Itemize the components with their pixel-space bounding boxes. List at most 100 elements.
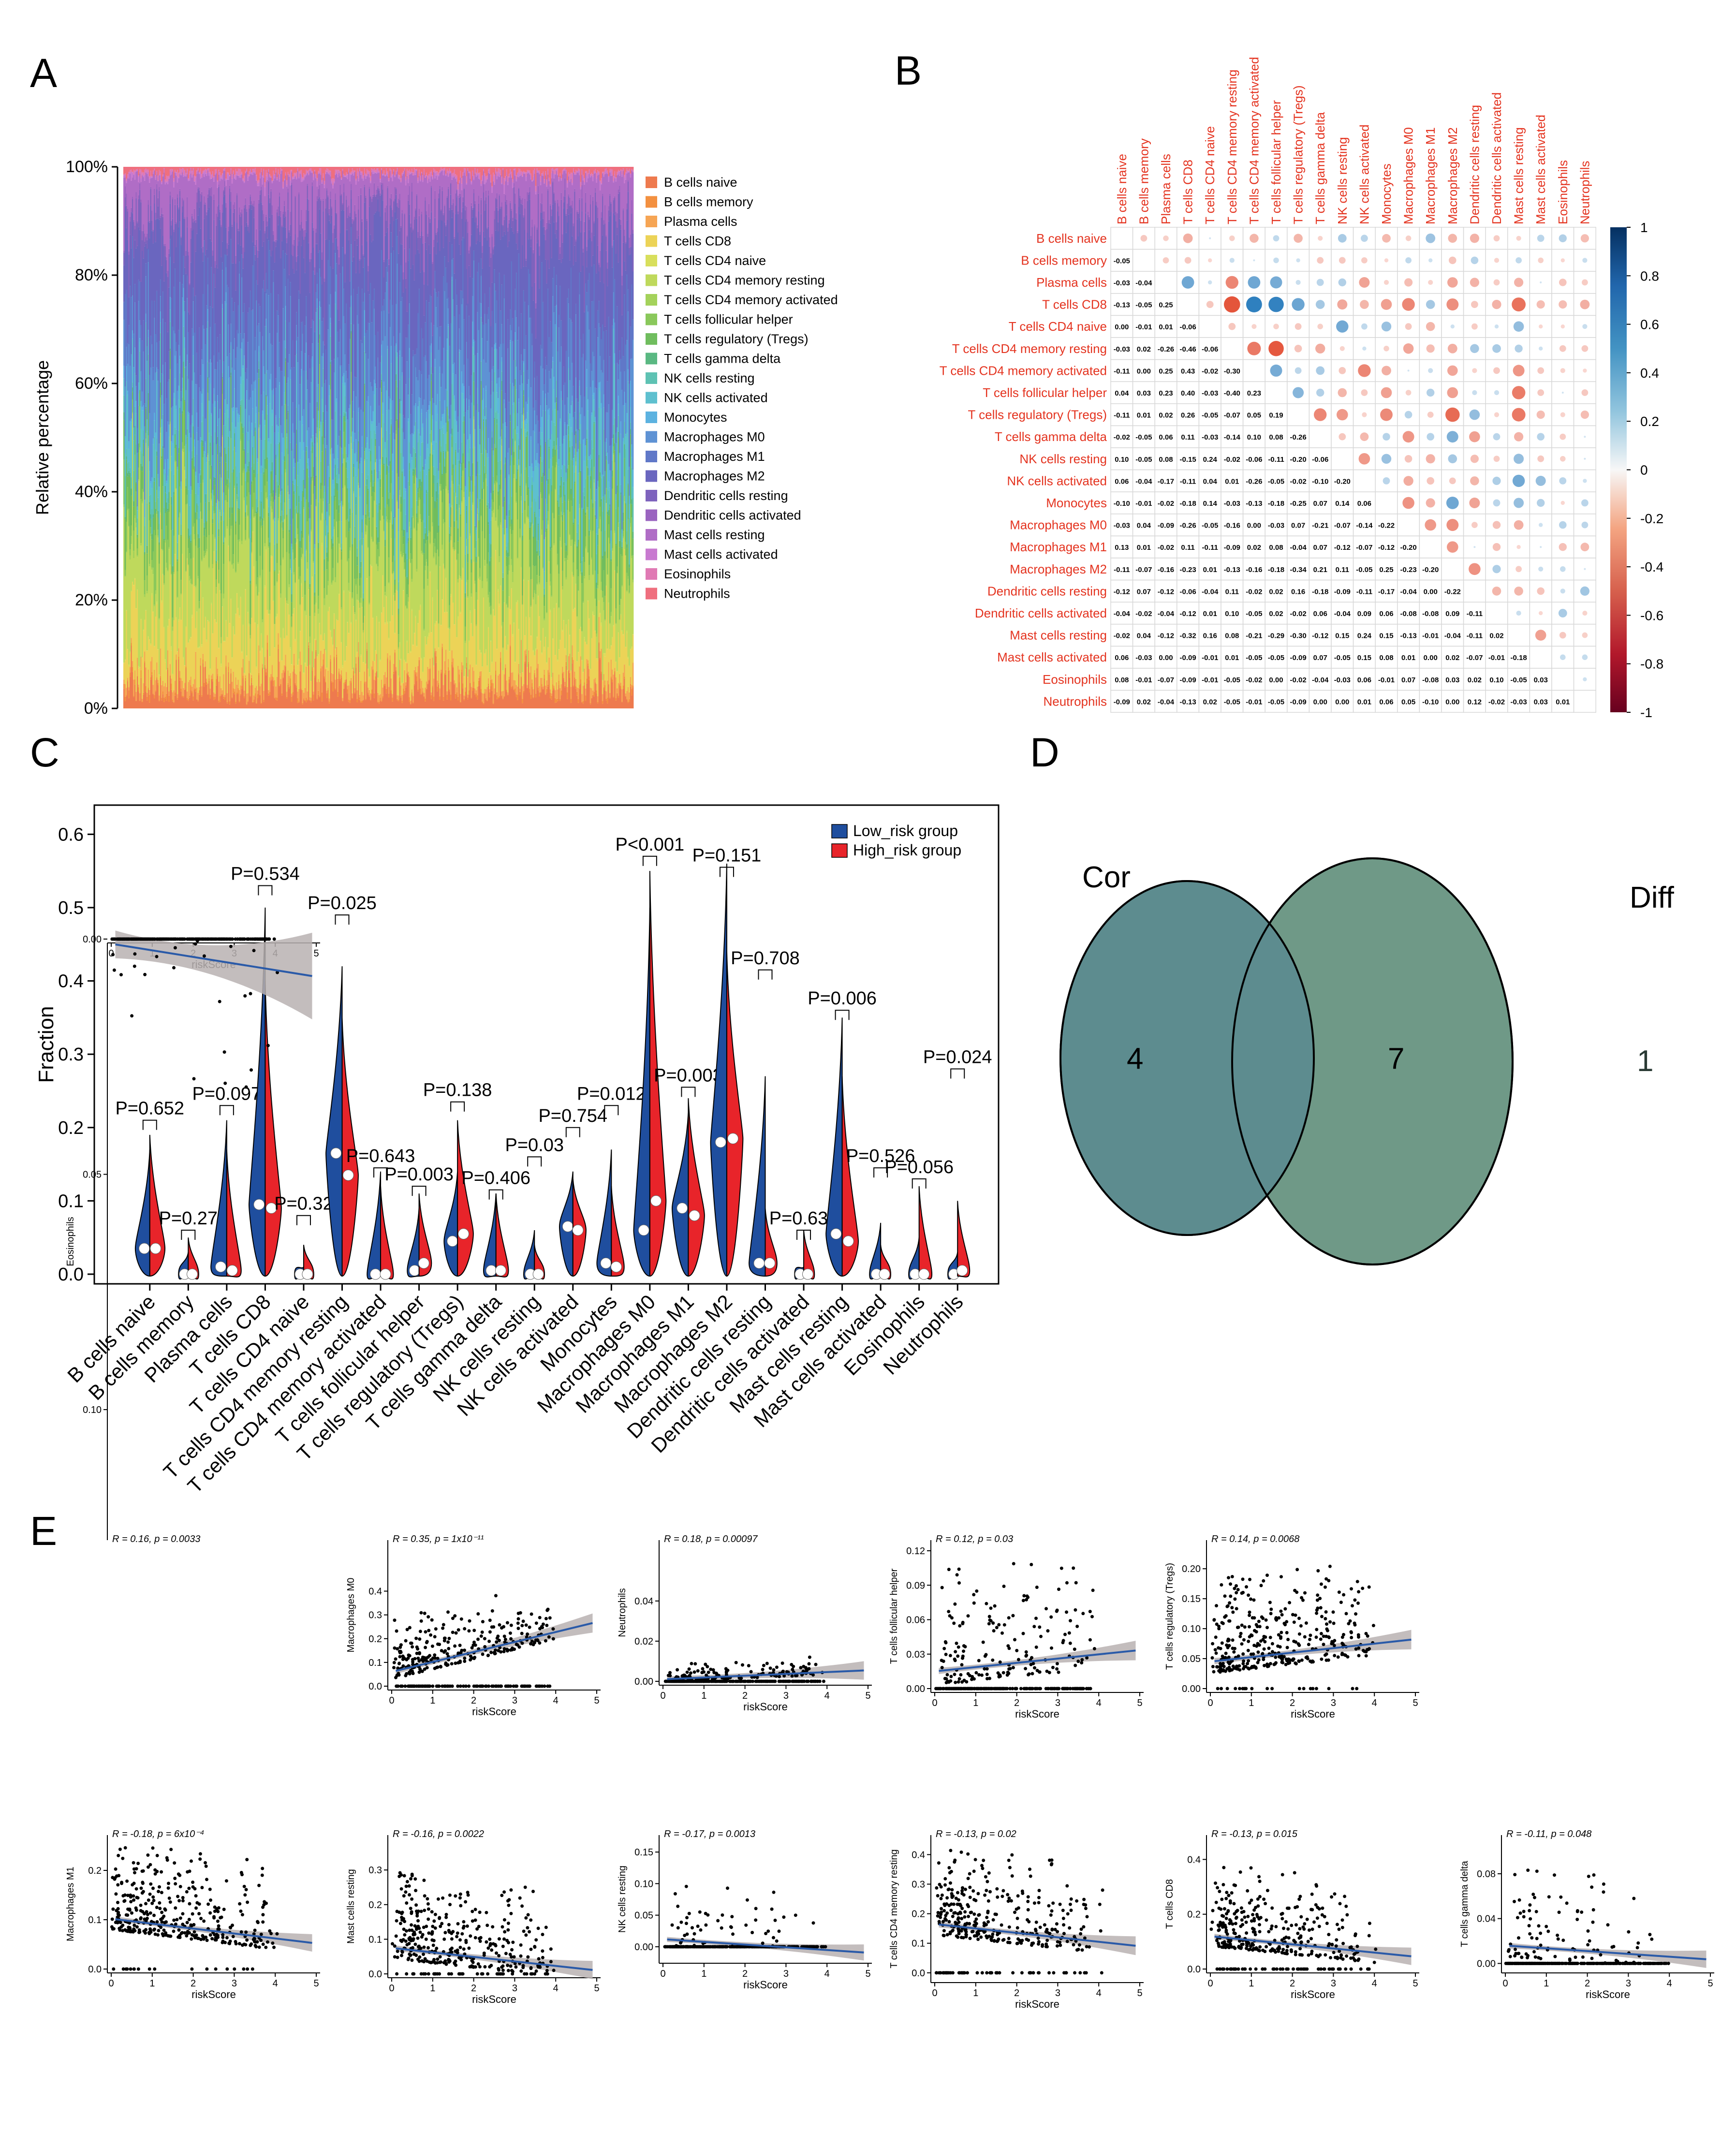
significance-bracket [642,855,657,866]
matrix-cell [1397,668,1420,691]
correlation-circle [1292,298,1305,311]
regression-line [115,943,312,977]
violin-low-risk-median [485,1264,497,1276]
panel-b-correlation-matrix: B cells naive B cells naive B cells memory… [940,57,1664,720]
correlation-circle [1339,346,1345,351]
correlation-value: -0.11 [1356,588,1372,596]
violin-low-risk-median [369,1268,381,1280]
correlation-circle [1316,366,1325,375]
data-points [392,1594,555,1688]
correlation-circle [1582,258,1588,263]
matrix-cell [1110,249,1133,272]
correlation-circle [1404,411,1412,419]
correlation-circle [1581,345,1589,352]
correlation-value: -0.46 [1179,345,1196,353]
colorbar-tick-label: -0.6 [1640,608,1663,623]
matrix-cell [1154,579,1177,603]
correlation-value: 0.00 [1335,698,1349,706]
legend-label: T cells CD4 naive [664,253,766,268]
matrix-cell [1198,514,1221,537]
matrix-cell [1485,315,1508,338]
correlation-circle [1208,258,1212,263]
matrix-cell [1551,403,1574,426]
venn-circle-cor-outline [1059,880,1315,1236]
correlation-circle [1405,390,1412,396]
matrix-cell [1573,602,1596,625]
correlation-circle [1582,279,1588,286]
correlation-value: -0.05 [1135,456,1152,464]
venn-set-label-cor: Cor [1082,861,1131,894]
x-tick-label: 5 [1412,1698,1418,1708]
matrix-cell [1132,425,1155,448]
y-axis-label: T cells CD4 memory resting [889,1849,899,1968]
correlation-circle [1428,258,1433,263]
correlation-circle [1294,345,1302,353]
correlation-circle [1493,433,1501,441]
x-axis-label: riskScore [1291,1708,1335,1720]
diagonal-cell [1310,427,1330,446]
correlation-circle [1493,367,1500,374]
x-tick-label: 3 [1055,1988,1060,1999]
legend-swatch [646,470,657,482]
correlation-value: 0.07 [1313,544,1327,552]
correlation-circle [1449,256,1456,265]
matrix-cell [1463,690,1486,713]
diagonal-cell [1244,361,1264,381]
correlation-value: -0.05 [1135,301,1152,309]
y-axis-label: T cells follicular helper [889,1568,899,1664]
correlation-value: -0.02 [1158,544,1174,552]
correlation-value: 0.10 [1489,676,1503,684]
correlation-value: 0.00 [1445,698,1459,706]
matrix-cell [1287,359,1310,382]
x-tick-label: 1 [973,1698,978,1708]
correlation-circle [1250,234,1259,243]
data-points [934,1849,1104,1975]
significance-bracket [719,867,734,877]
scatter-plot: 0 1 2 3 4 5 riskScore 0.0 0.1 0.2 0.3 0.4 Macrophage… [346,1534,601,1718]
correlation-circle [1361,235,1368,242]
violin-low-risk [248,907,266,1277]
correlation-circle [1315,300,1325,309]
correlation-value: -0.18 [1268,566,1284,574]
matrix-cell [1353,293,1376,316]
column-label: T cells CD4 memory activated [1247,57,1261,224]
y-tick-label: 0.0 [58,1264,84,1285]
y-tick-label: 0.00 [1477,1958,1496,1969]
correlation-value: 0.21 [1313,566,1327,574]
violin-high-risk-median [265,1203,277,1214]
x-tick-label: 5 [1707,1978,1713,1989]
correlation-value: -0.12 [1158,588,1174,596]
legend-swatch [646,529,657,541]
correlation-value: 0.02 [1269,588,1283,596]
correlation-circle [1470,476,1479,485]
correlation-circle [1580,299,1590,309]
row-label: B cells memory [1021,253,1107,267]
matrix-cell [1573,535,1596,559]
correlation-circle [1513,365,1525,377]
correlation-value: 0.11 [1336,566,1349,574]
panel-a-stacked-bar-chart: 0% 20% 40% 60% 80% 100% Relative percentage B c… [32,158,838,718]
correlation-value: -0.01 [1135,500,1152,508]
column-label: T cells gamma delta [1313,112,1327,224]
correlation-circle [1492,587,1501,596]
legend-swatch [646,313,657,325]
legend-label: Macrophages M1 [664,449,765,464]
significance-bracket [373,1167,388,1178]
x-tick-label: 3 [232,1978,237,1989]
matrix-cell [1132,646,1155,669]
correlation-value: -0.18 [1268,500,1284,508]
correlation-circle [1314,408,1327,421]
correlation-circle [1361,257,1368,264]
regression-line [667,1938,864,1954]
violin-low-risk [210,1120,227,1277]
correlation-circle [1273,257,1279,264]
correlation-circle [1540,546,1542,548]
correlation-value: -0.01 [1135,323,1152,331]
correlation-value: -0.06 [1312,456,1328,464]
y-axis-label: Mast cells resting [346,1869,356,1944]
matrix-cell [1485,249,1508,272]
legend-swatch [646,568,657,580]
correlation-value: -0.02 [1488,698,1505,706]
x-tick-label: 3 [1055,1698,1060,1708]
colorbar-tick-label: 0.8 [1640,268,1659,283]
